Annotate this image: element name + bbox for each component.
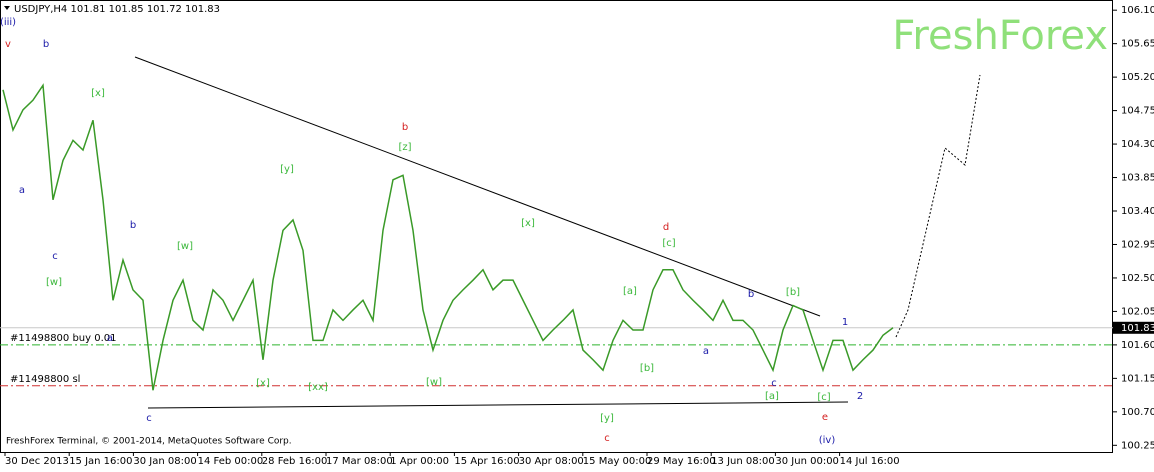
footer: FreshForex Terminal, © 2001-2014, MetaQu… [6, 437, 292, 447]
wave-label: b [402, 122, 408, 133]
y-tick-label: 103.85 [1121, 173, 1154, 184]
wave-label: 1 [842, 317, 848, 328]
wave-label: [a] [623, 286, 637, 297]
y-tick-label: 101.60 [1121, 340, 1154, 351]
wave-label: a [703, 346, 709, 357]
x-tick-label: 30 Dec 2013 [5, 456, 69, 467]
wave-label: c [771, 378, 777, 389]
wave-label: [x] [91, 88, 105, 99]
price-line-series [2, 83, 894, 391]
projection [895, 74, 981, 338]
wave-label: b [130, 220, 136, 231]
x-tick-label: 1 Apr 00:00 [390, 456, 449, 467]
x-tick-label: 28 Feb 16:00 [262, 456, 328, 467]
order-label: #11498800 buy 0.01 [10, 333, 117, 344]
x-tick-label: 30 Jun 00:00 [775, 456, 839, 467]
watermark: FreshForex [892, 13, 1108, 59]
header: USDJPY,H4 101.81 101.85 101.72 101.83 [14, 4, 220, 15]
wave-label: [xx] [308, 382, 328, 393]
wave-label: [x] [521, 218, 535, 229]
y-tick-label: 102.50 [1121, 273, 1154, 284]
wave-label: c [604, 433, 610, 444]
order-label: #11498800 sl [10, 374, 80, 385]
trend-line [147, 401, 849, 409]
y-tick-label: 103.40 [1121, 206, 1154, 217]
price-label: 101.83 [1121, 323, 1154, 334]
wave-label: [c] [817, 392, 830, 403]
x-tick-label: 15 Apr 16:00 [454, 456, 519, 467]
wave-label: b [43, 39, 49, 50]
x-tick-label: 30 Apr 08:00 [519, 456, 584, 467]
wave-label: (iv) [819, 435, 836, 446]
x-tick-label: 15 May 00:00 [583, 456, 652, 467]
y-tick-label: 100.25 [1121, 440, 1154, 451]
wave-label: [x] [256, 378, 270, 389]
wave-label: v [5, 39, 11, 50]
wave-label: [w] [46, 277, 62, 288]
wave-label: b [748, 289, 754, 300]
x-tick-label: 13 Jun 08:00 [711, 456, 775, 467]
y-tick-label: 105.65 [1121, 39, 1154, 50]
y-tick-label: 104.30 [1121, 139, 1154, 150]
y-tick-label: 102.95 [1121, 239, 1154, 250]
wave-label: [a] [765, 391, 779, 402]
x-tick-label: 30 Jan 08:00 [133, 456, 196, 467]
y-tick-label: 101.15 [1121, 373, 1154, 384]
x-tick-label: 15 Jan 16:00 [69, 456, 132, 467]
wave-label: a [107, 333, 113, 344]
wave-label: c [52, 251, 58, 262]
y-tick-label: 100.70 [1121, 407, 1154, 418]
wave-label: [y] [600, 413, 614, 424]
plot-frame [0, 0, 1113, 453]
menu-icon[interactable] [4, 6, 10, 10]
wave-label: a [19, 185, 25, 196]
wave-label: d [663, 222, 669, 233]
x-tick-label: 29 May 16:00 [647, 456, 716, 467]
x-tick-label: 14 Feb 00:00 [198, 456, 264, 467]
wave-label: [w] [177, 241, 193, 252]
y-tick-label: 106.10 [1121, 5, 1154, 16]
x-tick-label: 17 Mar 08:00 [326, 456, 393, 467]
trend-line [134, 56, 821, 317]
wave-label: c [146, 413, 152, 424]
y-tick-label: 102.05 [1121, 306, 1154, 317]
wave-label: [b] [786, 287, 800, 298]
wave-label: [c] [662, 238, 675, 249]
wave-label: [w] [426, 377, 442, 388]
price-box [1113, 321, 1154, 334]
wave-label: [y] [280, 164, 294, 175]
wave-label: e [822, 412, 828, 423]
x-tick-label: 14 Jul 16:00 [840, 456, 900, 467]
wave-label: (iii) [0, 17, 16, 28]
wave-label: [b] [640, 363, 654, 374]
y-tick-label: 105.20 [1121, 72, 1154, 83]
wave-label: [z] [398, 142, 411, 153]
y-tick-label: 104.75 [1121, 106, 1154, 117]
wave-label: 2 [857, 391, 863, 402]
